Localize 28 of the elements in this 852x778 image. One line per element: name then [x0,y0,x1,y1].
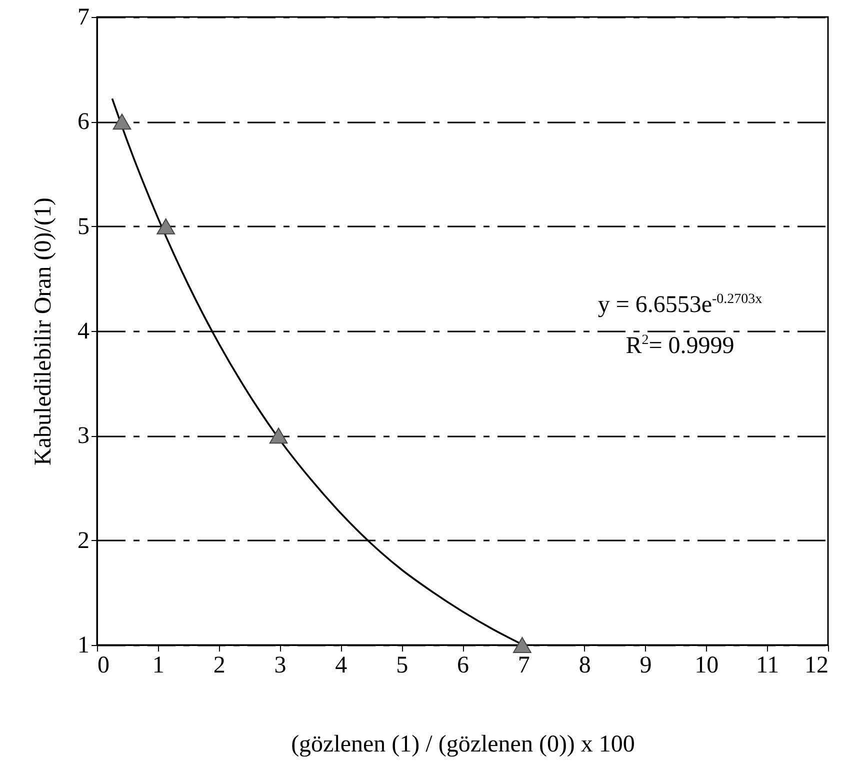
y-tick-label: 3 [78,423,90,450]
x-tick-label: 5 [396,652,408,678]
point [513,637,532,653]
x-tick-label: 7 [518,652,530,678]
y-axis-title: Kabuledilebilir Oran (0)/(1) [30,198,56,466]
point [112,114,132,130]
x-tick-label: 8 [578,652,591,678]
point [156,218,175,234]
x-tick-label: 12 [804,652,828,678]
y-tick-label: 2 [78,528,90,554]
y-tick-label: 5 [78,214,90,240]
x-tick-label: 2 [213,652,226,678]
point [269,428,288,444]
annotation: y = 6.6553e$^{-0.2703x}$ [596,291,764,320]
y-tick-label: 7 [78,4,90,30]
annotation: R$^{2}$= 0.9999 [624,332,736,361]
y-tick-label: 1 [78,632,90,658]
x-tick-label: 10 [694,652,719,678]
x-tick-label: 6 [457,652,469,678]
x-tick-label: 1 [152,652,164,678]
y-tick-label: 6 [78,109,90,136]
x-tick-label: 0 [98,652,110,678]
x-axis-title: (gözlenen (1) / (gözlenen (0)) x 100 [291,732,635,758]
x-tick-label: 4 [335,652,348,678]
x-tick-label: 3 [274,652,286,678]
y-tick-label: 4 [78,318,90,344]
x-tick-label: 9 [640,652,652,678]
x-tick-label: 11 [756,652,780,678]
